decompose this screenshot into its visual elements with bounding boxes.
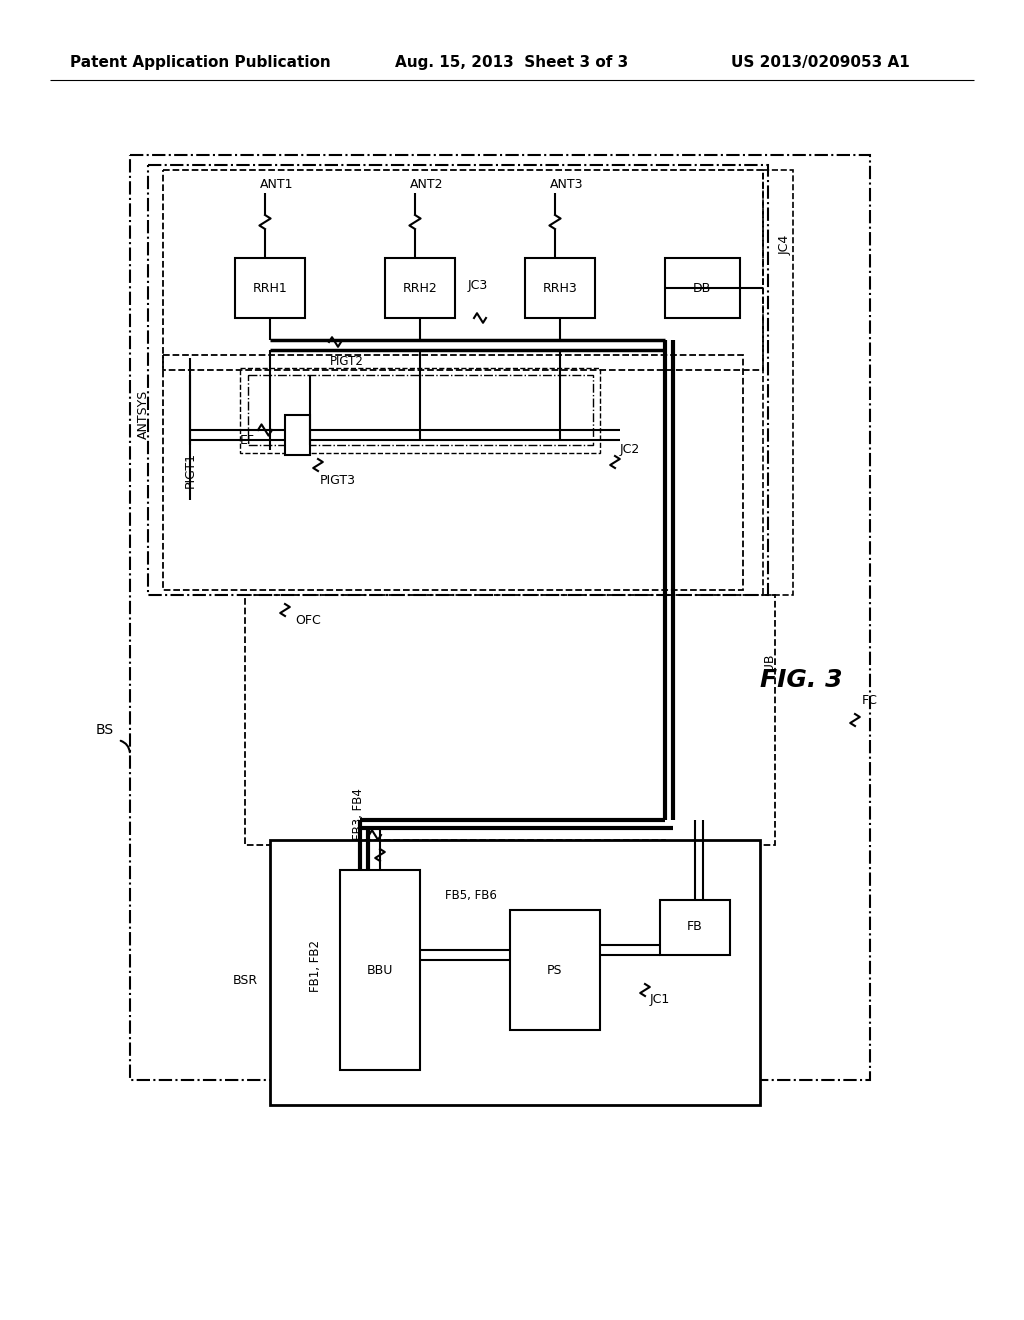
Text: ANT3: ANT3 bbox=[550, 178, 584, 191]
Bar bbox=[148, 165, 768, 595]
Text: PS: PS bbox=[547, 964, 563, 977]
Bar bbox=[355, 840, 665, 935]
Text: TUB: TUB bbox=[764, 655, 776, 680]
Text: JC3: JC3 bbox=[468, 279, 488, 292]
Text: FB1, FB2: FB1, FB2 bbox=[308, 940, 322, 993]
Bar bbox=[385, 257, 455, 318]
Bar bbox=[248, 375, 593, 445]
Bar bbox=[270, 840, 760, 1105]
Text: Patent Application Publication: Patent Application Publication bbox=[70, 54, 331, 70]
Bar bbox=[234, 257, 305, 318]
Text: ANT2: ANT2 bbox=[410, 178, 443, 191]
Text: PIGT3: PIGT3 bbox=[319, 474, 356, 487]
Text: OFC: OFC bbox=[295, 614, 321, 627]
Text: JC4: JC4 bbox=[778, 235, 792, 255]
Bar bbox=[660, 900, 730, 954]
Bar bbox=[240, 368, 600, 453]
Text: US 2013/0209053 A1: US 2013/0209053 A1 bbox=[731, 54, 909, 70]
Text: DB: DB bbox=[693, 281, 711, 294]
Text: FC: FC bbox=[862, 693, 878, 706]
Bar bbox=[285, 414, 310, 455]
Text: EF: EF bbox=[240, 433, 255, 446]
Bar bbox=[340, 870, 420, 1071]
Bar bbox=[163, 170, 763, 370]
Bar bbox=[510, 909, 600, 1030]
Text: PIGT1: PIGT1 bbox=[183, 451, 197, 488]
Bar bbox=[763, 170, 793, 595]
Text: RRH1: RRH1 bbox=[253, 281, 288, 294]
Bar bbox=[362, 847, 658, 927]
Text: RRH2: RRH2 bbox=[402, 281, 437, 294]
Text: FIG. 3: FIG. 3 bbox=[760, 668, 843, 692]
Text: RRH3: RRH3 bbox=[543, 281, 578, 294]
Text: Aug. 15, 2013  Sheet 3 of 3: Aug. 15, 2013 Sheet 3 of 3 bbox=[395, 54, 629, 70]
Bar bbox=[665, 257, 740, 318]
Text: BS: BS bbox=[96, 723, 114, 737]
Text: BBU: BBU bbox=[367, 964, 393, 977]
Text: ANT1: ANT1 bbox=[260, 178, 294, 191]
Text: JC2: JC2 bbox=[620, 444, 640, 457]
Text: ANTSYS: ANTSYS bbox=[136, 389, 150, 440]
Text: FB3, FB4: FB3, FB4 bbox=[352, 788, 365, 840]
Text: JC1: JC1 bbox=[650, 994, 671, 1006]
Text: FB: FB bbox=[687, 920, 702, 933]
Bar bbox=[245, 595, 775, 845]
Bar bbox=[130, 154, 870, 1080]
Bar bbox=[525, 257, 595, 318]
Text: FB5, FB6: FB5, FB6 bbox=[445, 888, 497, 902]
Bar bbox=[163, 355, 743, 590]
Text: PIGT2: PIGT2 bbox=[330, 355, 364, 368]
Text: BSR: BSR bbox=[232, 974, 258, 986]
